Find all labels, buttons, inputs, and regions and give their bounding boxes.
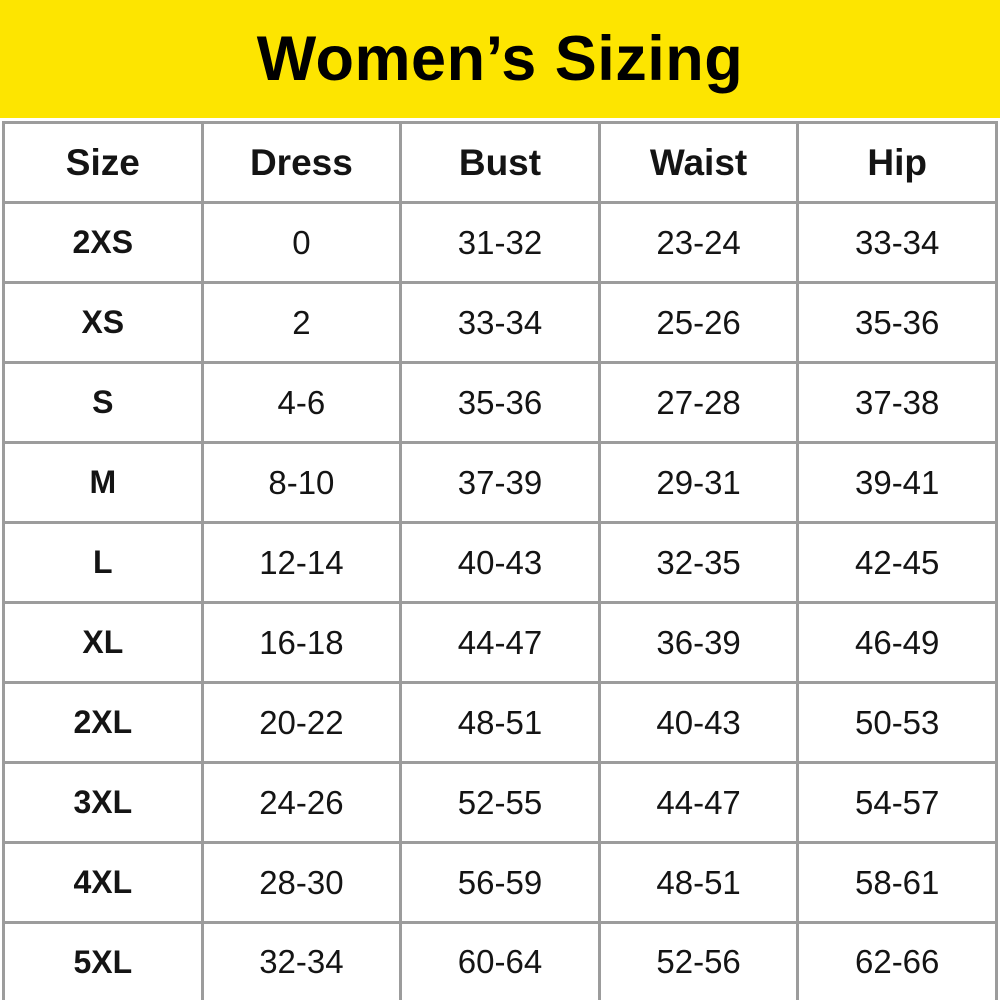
size-label-cell: 3XL bbox=[2, 761, 204, 845]
measurement-cell: 16-18 bbox=[200, 601, 403, 685]
measurement-cell: 35-36 bbox=[796, 281, 998, 365]
measurement-cell: 48-51 bbox=[597, 841, 800, 925]
table-row: XL 16-18 44-47 36-39 46-49 bbox=[2, 601, 998, 685]
measurement-cell: 23-24 bbox=[597, 200, 800, 285]
measurement-cell: 50-53 bbox=[796, 681, 998, 765]
measurement-cell: 52-56 bbox=[597, 921, 800, 1000]
measurement-cell: 27-28 bbox=[597, 361, 800, 445]
title-banner: Women’s Sizing bbox=[0, 0, 1000, 118]
table-row: 3XL 24-26 52-55 44-47 54-57 bbox=[2, 761, 998, 845]
header-row: Size Dress Bust Waist Hip bbox=[2, 121, 998, 204]
measurement-cell: 20-22 bbox=[200, 681, 403, 765]
measurement-cell: 54-57 bbox=[796, 761, 998, 845]
table-row: S 4-6 35-36 27-28 37-38 bbox=[2, 361, 998, 445]
measurement-cell: 62-66 bbox=[796, 921, 998, 1000]
measurement-cell: 40-43 bbox=[597, 681, 800, 765]
measurement-cell: 33-34 bbox=[796, 200, 998, 285]
measurement-cell: 32-34 bbox=[200, 921, 403, 1000]
measurement-cell: 2 bbox=[200, 281, 403, 365]
column-header-waist: Waist bbox=[597, 121, 800, 204]
page-title: Women’s Sizing bbox=[256, 24, 744, 94]
measurement-cell: 35-36 bbox=[399, 361, 601, 445]
measurement-cell: 40-43 bbox=[399, 521, 601, 605]
table-row: L 12-14 40-43 32-35 42-45 bbox=[2, 521, 998, 605]
size-label-cell: XL bbox=[2, 601, 204, 685]
size-label-cell: 2XS bbox=[2, 200, 204, 285]
measurement-cell: 48-51 bbox=[399, 681, 601, 765]
table-row: M 8-10 37-39 29-31 39-41 bbox=[2, 441, 998, 525]
measurement-cell: 28-30 bbox=[200, 841, 403, 925]
measurement-cell: 42-45 bbox=[796, 521, 998, 605]
measurement-cell: 37-39 bbox=[399, 441, 601, 525]
measurement-cell: 29-31 bbox=[597, 441, 800, 525]
measurement-cell: 36-39 bbox=[597, 601, 800, 685]
column-header-size: Size bbox=[2, 121, 204, 204]
size-label-cell: M bbox=[2, 441, 204, 525]
measurement-cell: 24-26 bbox=[200, 761, 403, 845]
column-header-hip: Hip bbox=[796, 121, 998, 204]
measurement-cell: 44-47 bbox=[399, 601, 601, 685]
table-row: 2XL 20-22 48-51 40-43 50-53 bbox=[2, 681, 998, 765]
size-label-cell: 5XL bbox=[2, 921, 204, 1000]
measurement-cell: 32-35 bbox=[597, 521, 800, 605]
measurement-cell: 12-14 bbox=[200, 521, 403, 605]
size-label-cell: XS bbox=[2, 281, 204, 365]
table-body: 2XS 0 31-32 23-24 33-34 XS 2 33-34 25-26 35-36 S 4-… bbox=[2, 200, 998, 1000]
measurement-cell: 31-32 bbox=[399, 200, 601, 285]
table-container: Size Dress Bust Waist Hip 2XS 0 31-32 23-24… bbox=[0, 118, 1000, 1000]
measurement-cell: 8-10 bbox=[200, 441, 403, 525]
measurement-cell: 39-41 bbox=[796, 441, 998, 525]
size-label-cell: L bbox=[2, 521, 204, 605]
column-header-dress: Dress bbox=[200, 121, 403, 204]
column-header-bust: Bust bbox=[399, 121, 601, 204]
table-row: 4XL 28-30 56-59 48-51 58-61 bbox=[2, 841, 998, 925]
measurement-cell: 25-26 bbox=[597, 281, 800, 365]
measurement-cell: 56-59 bbox=[399, 841, 601, 925]
measurement-cell: 33-34 bbox=[399, 281, 601, 365]
measurement-cell: 60-64 bbox=[399, 921, 601, 1000]
measurement-cell: 37-38 bbox=[796, 361, 998, 445]
table-row: XS 2 33-34 25-26 35-36 bbox=[2, 281, 998, 365]
size-label-cell: 4XL bbox=[2, 841, 204, 925]
measurement-cell: 52-55 bbox=[399, 761, 601, 845]
sizing-table: Size Dress Bust Waist Hip 2XS 0 31-32 23-24… bbox=[2, 121, 998, 1000]
measurement-cell: 46-49 bbox=[796, 601, 998, 685]
table-row: 5XL 32-34 60-64 52-56 62-66 bbox=[2, 921, 998, 1000]
measurement-cell: 0 bbox=[200, 200, 403, 285]
measurement-cell: 58-61 bbox=[796, 841, 998, 925]
size-label-cell: S bbox=[2, 361, 204, 445]
measurement-cell: 4-6 bbox=[200, 361, 403, 445]
table-row: 2XS 0 31-32 23-24 33-34 bbox=[2, 200, 998, 285]
size-label-cell: 2XL bbox=[2, 681, 204, 765]
measurement-cell: 44-47 bbox=[597, 761, 800, 845]
